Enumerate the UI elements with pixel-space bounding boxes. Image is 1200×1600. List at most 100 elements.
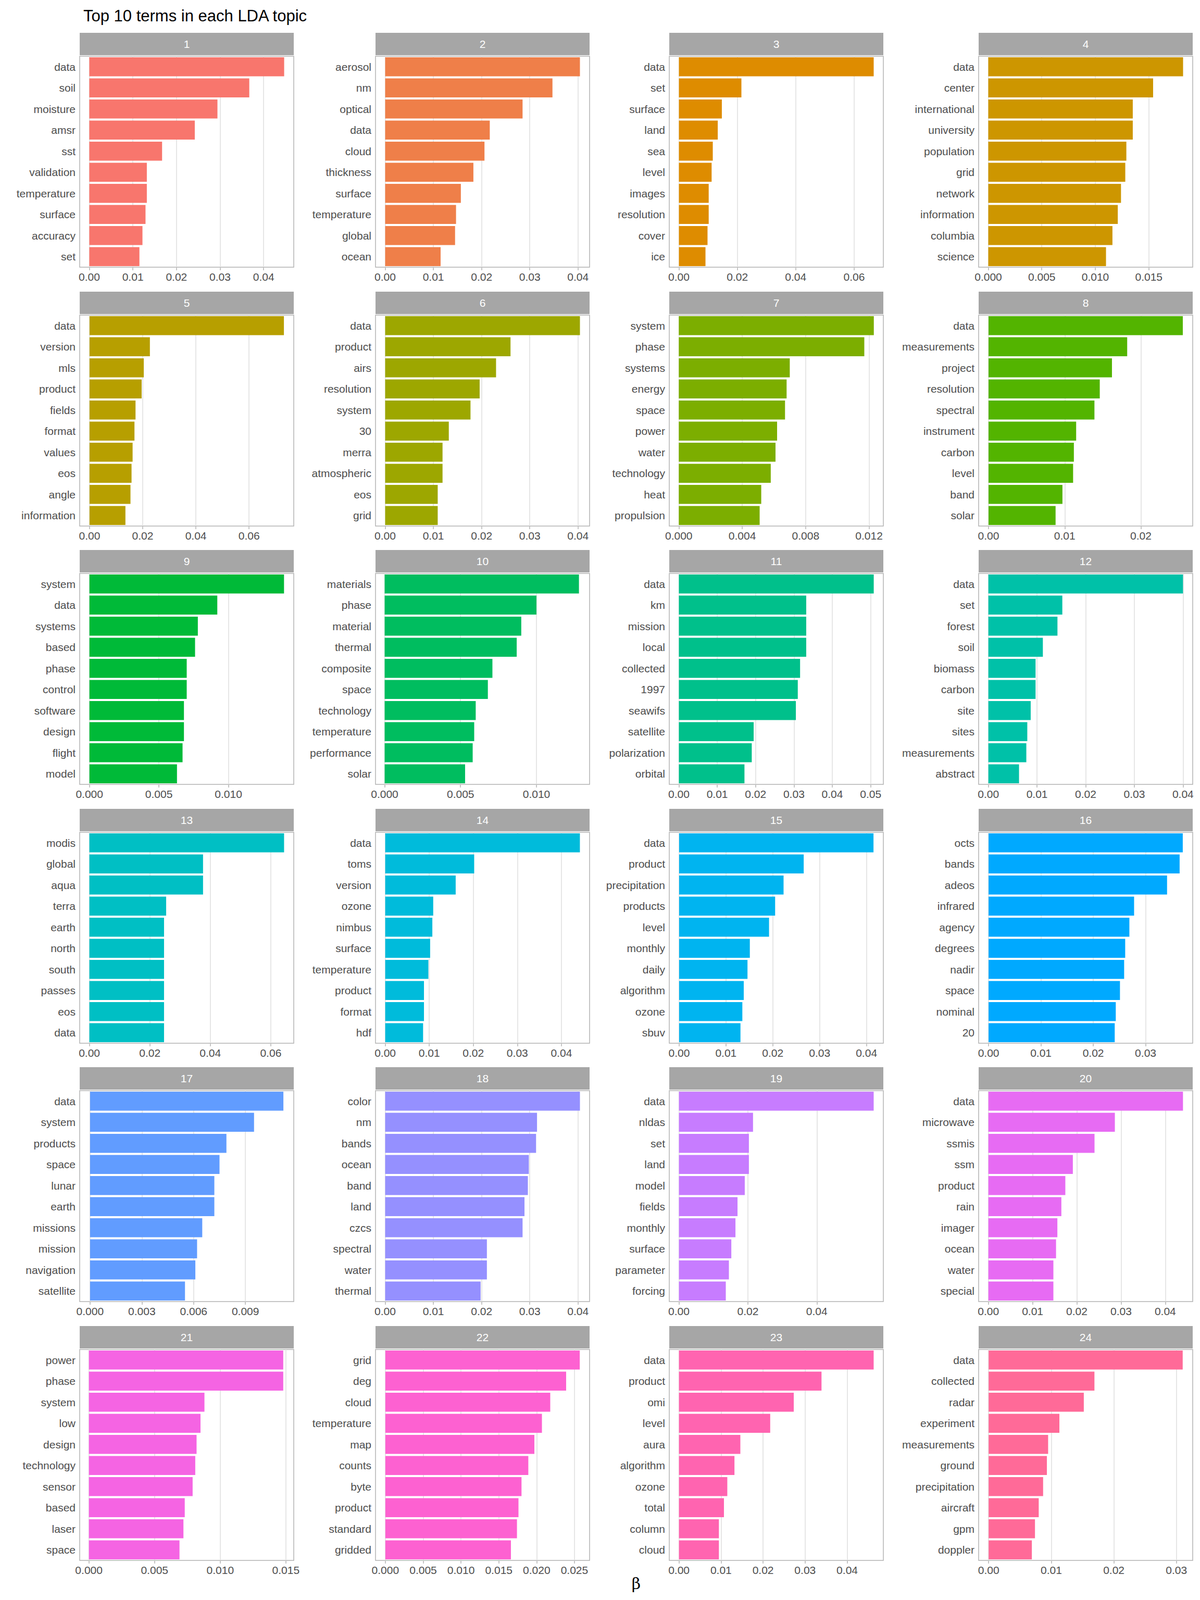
svg-text:land: land [644,1158,666,1171]
svg-text:0.000: 0.000 [370,788,399,800]
svg-text:total: total [644,1501,666,1514]
svg-text:nimbus: nimbus [335,921,372,934]
svg-text:0.00: 0.00 [978,1046,1000,1059]
svg-text:laser: laser [51,1522,76,1535]
svg-text:0.03: 0.03 [1110,1305,1132,1318]
svg-text:0.00: 0.00 [78,1046,100,1059]
svg-text:values: values [43,446,76,459]
svg-text:14: 14 [476,814,490,827]
svg-text:data: data [54,1026,76,1039]
svg-text:eos: eos [353,488,372,501]
svg-text:spectral: spectral [332,1242,372,1255]
svg-text:software: software [34,704,76,717]
svg-text:gridded: gridded [334,1543,372,1556]
svg-text:resolution: resolution [617,208,666,221]
svg-text:solar: solar [950,509,975,522]
svg-text:product: product [628,857,666,870]
svg-text:level: level [642,921,666,934]
svg-text:moisture: moisture [33,103,76,116]
svg-text:international: international [915,103,975,116]
svg-text:soil: soil [957,641,975,654]
svg-text:10: 10 [476,555,489,568]
svg-text:accuracy: accuracy [31,229,77,242]
svg-text:0.02: 0.02 [462,1046,484,1059]
svg-text:temperature: temperature [312,963,372,976]
svg-text:water: water [344,1264,372,1277]
svg-text:systems: systems [625,361,666,374]
svg-text:0.01: 0.01 [710,1564,732,1577]
svg-text:systems: systems [35,620,76,633]
svg-text:sea: sea [647,145,666,158]
svg-text:4: 4 [1082,38,1090,50]
svg-text:0.03: 0.03 [783,788,805,800]
svg-text:0.04: 0.04 [1154,1305,1177,1318]
svg-text:microwave: microwave [922,1116,975,1129]
svg-text:navigation: navigation [25,1264,76,1277]
svg-text:missions: missions [32,1221,76,1234]
svg-text:0.00: 0.00 [668,1046,690,1059]
svg-text:data: data [54,319,76,332]
svg-text:rain: rain [956,1200,975,1213]
svg-text:agency: agency [939,921,975,934]
svg-text:ice: ice [651,250,666,263]
svg-text:version: version [40,340,76,353]
svg-text:0.00: 0.00 [374,1046,396,1059]
svg-text:data: data [643,1095,666,1108]
svg-text:0.015: 0.015 [1134,270,1163,283]
svg-text:1997: 1997 [640,683,666,696]
svg-text:precipitation: precipitation [606,879,666,892]
svg-text:level: level [952,467,975,480]
svg-text:measurements: measurements [902,1438,975,1451]
svg-text:based: based [45,641,76,654]
svg-text:performance: performance [309,746,372,759]
svg-text:composite: composite [321,662,372,675]
svg-text:0.00: 0.00 [977,1305,999,1318]
svg-text:0.010: 0.010 [447,1564,475,1577]
svg-text:band: band [346,1179,372,1192]
svg-text:monthly: monthly [626,1221,666,1234]
svg-text:17: 17 [180,1072,193,1085]
svg-text:set: set [650,1137,666,1150]
svg-text:product: product [39,382,76,395]
svg-text:earth: earth [50,1200,76,1213]
svg-text:sbuv: sbuv [642,1026,666,1039]
svg-text:0.015: 0.015 [272,1564,300,1577]
svg-text:0.02: 0.02 [165,270,187,283]
svg-text:nm: nm [356,1116,372,1129]
svg-text:collected: collected [621,662,666,675]
svg-text:0.02: 0.02 [470,270,493,283]
svg-text:thermal: thermal [334,1284,372,1297]
svg-text:degrees: degrees [934,942,975,955]
svg-text:phase: phase [45,1375,76,1387]
svg-text:0.02: 0.02 [470,529,493,542]
svg-text:0.06: 0.06 [843,270,865,283]
svg-text:data: data [953,578,975,591]
svg-text:0.01: 0.01 [1026,788,1048,800]
svg-text:0.015: 0.015 [484,1564,513,1577]
svg-text:material: material [332,620,372,633]
svg-text:fields: fields [50,404,76,417]
svg-text:0.02: 0.02 [132,529,154,542]
svg-text:mls: mls [58,361,76,374]
svg-text:university: university [928,123,975,136]
svg-text:0.003: 0.003 [128,1305,156,1318]
svg-text:eos: eos [57,467,76,480]
svg-text:sensor: sensor [42,1480,76,1493]
svg-text:data: data [350,319,372,332]
svg-text:satellite: satellite [38,1284,76,1297]
svg-text:0.00: 0.00 [668,788,690,800]
svg-text:science: science [937,250,975,263]
svg-text:0.03: 0.03 [519,270,541,283]
svg-text:column: column [629,1522,666,1535]
svg-text:format: format [340,1005,372,1018]
svg-text:hdf: hdf [356,1026,372,1039]
svg-text:0.02: 0.02 [1075,788,1097,800]
svg-text:0.04: 0.04 [550,1046,572,1059]
svg-text:forest: forest [946,620,975,633]
svg-text:0.04: 0.04 [567,270,589,283]
svg-text:measurements: measurements [902,340,975,353]
svg-text:sst: sst [61,145,76,158]
svg-text:0.009: 0.009 [231,1305,260,1318]
svg-text:space: space [342,683,372,696]
svg-text:population: population [923,145,975,158]
